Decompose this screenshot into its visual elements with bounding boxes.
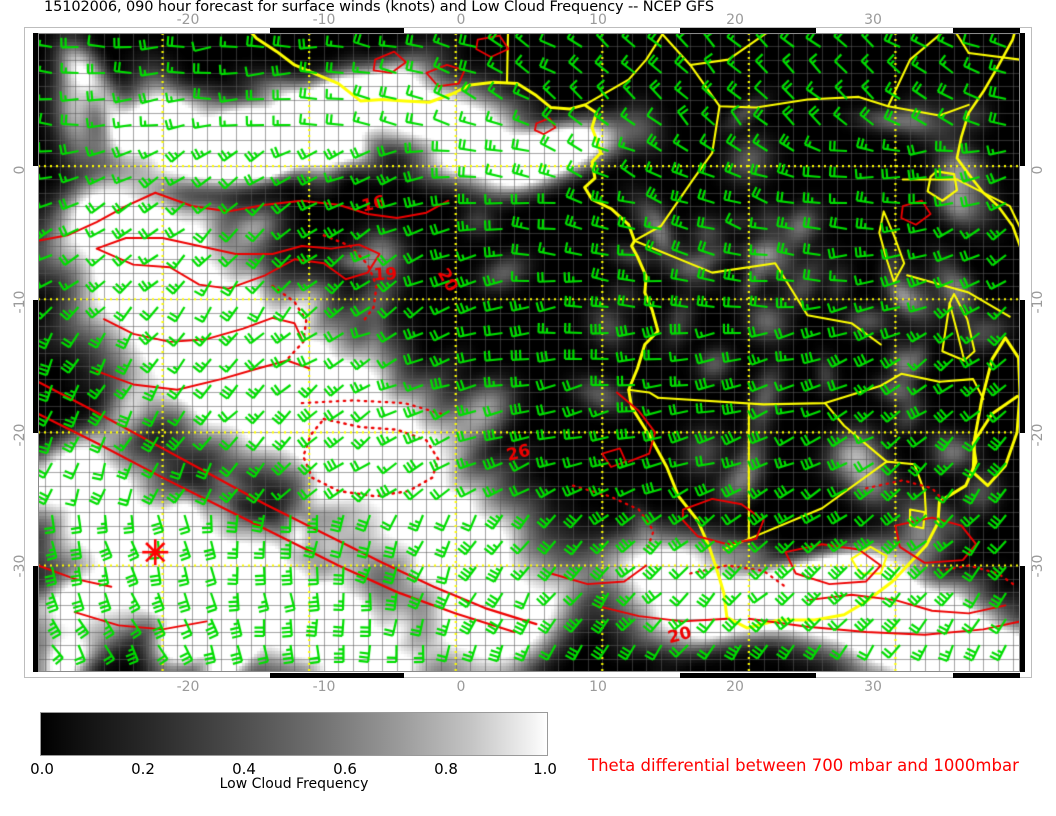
xtick-top-2: 0 [456, 12, 466, 28]
axis-tick-bar [33, 300, 38, 433]
xtick-bottom-3: 10 [589, 679, 607, 695]
axis-tick-bar [270, 28, 404, 33]
theta-differential-caption: Theta differential between 700 mbar and … [588, 756, 1019, 775]
xtick-top-5: 30 [864, 12, 882, 28]
page-title: 15102006, 090 hour forecast for surface … [44, 0, 714, 15]
axis-tick-bar [1020, 300, 1025, 433]
xtick-bottom-4: 20 [726, 679, 744, 695]
axis-tick-bar [33, 566, 38, 672]
colorbar-tick-2: 0.4 [232, 760, 256, 778]
colorbar-tick-4: 0.8 [434, 760, 458, 778]
axis-tick-bar [1020, 566, 1025, 672]
ytick-right-0: 0 [1030, 165, 1046, 175]
axis-tick-bar [953, 673, 1020, 678]
xtick-bottom-0: -20 [176, 679, 200, 695]
colorbar-tick-0: 0.0 [30, 760, 54, 778]
colorbar-tick-3: 0.6 [333, 760, 357, 778]
axis-tick-bar [680, 673, 816, 678]
axis-tick-bar [33, 33, 38, 166]
ytick-right-1: -10 [1030, 290, 1046, 314]
xtick-top-0: -20 [176, 12, 200, 28]
xtick-bottom-1: -10 [312, 679, 336, 695]
map-plot-area[interactable] [38, 33, 1020, 672]
ytick-right-3: -30 [1030, 554, 1046, 578]
axis-tick-bar [270, 673, 404, 678]
axis-tick-bar [1020, 33, 1025, 166]
ytick-left-1: -10 [12, 290, 28, 314]
ytick-left-3: -30 [12, 554, 28, 578]
colorbar-label: Low Cloud Frequency [219, 776, 369, 792]
xtick-bottom-2: 0 [456, 679, 466, 695]
colorbar-tick-5: 1.0 [533, 760, 557, 778]
xtick-top-4: 20 [726, 12, 744, 28]
xtick-top-3: 10 [589, 12, 607, 28]
ytick-right-2: -20 [1030, 423, 1046, 447]
colorbar [40, 712, 548, 756]
xtick-top-1: -10 [312, 12, 336, 28]
axis-tick-bar [680, 28, 816, 33]
axis-tick-bar [953, 28, 1020, 33]
colorbar-tick-1: 0.2 [131, 760, 155, 778]
xtick-bottom-5: 30 [864, 679, 882, 695]
ytick-left-2: -20 [12, 423, 28, 447]
ytick-left-0: 0 [12, 165, 28, 175]
